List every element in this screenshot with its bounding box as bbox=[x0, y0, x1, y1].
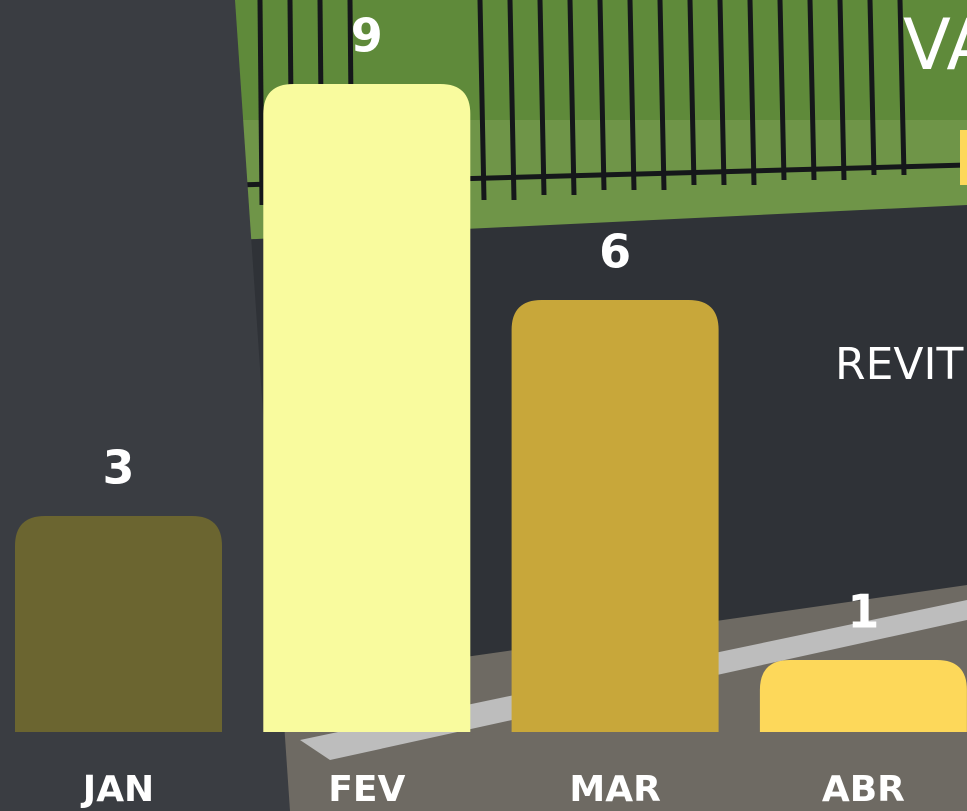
x-tick-label: JAN bbox=[80, 769, 154, 810]
bar bbox=[759, 660, 967, 732]
x-tick-label: ABR bbox=[822, 769, 905, 810]
x-tick-label: MAR bbox=[569, 769, 660, 810]
x-tick-label: FEV bbox=[328, 769, 405, 810]
value-label: 9 bbox=[351, 9, 383, 63]
bar bbox=[511, 300, 719, 732]
annotation: VA bbox=[903, 4, 967, 86]
value-label: 3 bbox=[102, 441, 134, 495]
bar bbox=[263, 84, 471, 732]
annotation: REVIT bbox=[835, 339, 963, 390]
value-label: 6 bbox=[599, 225, 631, 279]
bar bbox=[15, 516, 222, 732]
value-label: 1 bbox=[847, 585, 879, 639]
